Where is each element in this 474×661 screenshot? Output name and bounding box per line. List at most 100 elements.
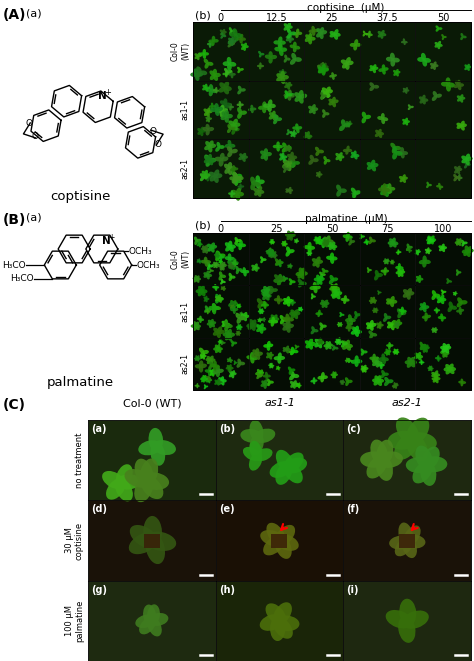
Ellipse shape (315, 151, 319, 156)
Ellipse shape (456, 301, 463, 307)
Ellipse shape (259, 308, 262, 312)
Ellipse shape (461, 379, 464, 383)
Ellipse shape (265, 295, 270, 301)
Ellipse shape (435, 378, 438, 383)
Ellipse shape (410, 360, 417, 365)
Ellipse shape (292, 383, 296, 389)
Ellipse shape (292, 350, 299, 353)
Ellipse shape (203, 375, 207, 379)
Ellipse shape (410, 106, 414, 108)
Ellipse shape (321, 239, 327, 244)
Ellipse shape (383, 117, 388, 121)
Ellipse shape (318, 313, 320, 317)
Ellipse shape (197, 128, 202, 132)
Ellipse shape (203, 272, 209, 276)
Ellipse shape (218, 380, 223, 385)
Ellipse shape (322, 95, 327, 97)
Ellipse shape (288, 351, 292, 353)
Ellipse shape (385, 348, 389, 353)
Ellipse shape (200, 71, 207, 75)
Ellipse shape (255, 371, 261, 375)
Ellipse shape (321, 273, 326, 276)
Ellipse shape (319, 67, 324, 71)
Ellipse shape (278, 356, 285, 360)
Ellipse shape (230, 305, 233, 307)
Bar (193, 139, 248, 198)
Ellipse shape (286, 235, 292, 240)
Ellipse shape (223, 31, 227, 34)
Ellipse shape (350, 155, 355, 158)
Ellipse shape (333, 286, 340, 290)
Text: palmatine: palmatine (46, 376, 114, 389)
Ellipse shape (274, 615, 300, 631)
Ellipse shape (295, 33, 299, 38)
Ellipse shape (348, 120, 351, 124)
Ellipse shape (209, 105, 213, 108)
Ellipse shape (314, 278, 320, 282)
Text: +: + (109, 233, 115, 241)
Ellipse shape (196, 66, 202, 73)
Ellipse shape (463, 241, 468, 245)
Ellipse shape (255, 352, 263, 356)
Ellipse shape (208, 320, 212, 325)
Ellipse shape (349, 319, 353, 325)
Ellipse shape (312, 158, 319, 162)
Ellipse shape (140, 459, 158, 486)
Ellipse shape (205, 87, 212, 92)
Ellipse shape (201, 289, 208, 293)
Ellipse shape (286, 36, 290, 40)
Ellipse shape (274, 277, 279, 283)
Ellipse shape (232, 303, 236, 309)
Ellipse shape (295, 272, 303, 276)
Ellipse shape (228, 162, 232, 169)
Ellipse shape (312, 260, 319, 266)
Ellipse shape (261, 53, 264, 56)
Ellipse shape (353, 44, 357, 50)
Ellipse shape (228, 303, 234, 306)
Ellipse shape (269, 254, 274, 256)
Ellipse shape (331, 245, 336, 251)
Ellipse shape (329, 279, 334, 284)
Ellipse shape (214, 381, 218, 385)
Ellipse shape (293, 380, 297, 385)
Ellipse shape (398, 263, 401, 268)
Ellipse shape (342, 344, 348, 350)
Ellipse shape (229, 103, 232, 107)
Ellipse shape (315, 338, 320, 344)
Ellipse shape (278, 43, 283, 50)
Ellipse shape (393, 351, 397, 355)
Ellipse shape (218, 298, 222, 303)
Ellipse shape (339, 125, 345, 131)
Ellipse shape (287, 266, 291, 268)
Ellipse shape (236, 305, 239, 307)
Ellipse shape (209, 362, 212, 366)
Ellipse shape (143, 605, 156, 625)
Ellipse shape (207, 311, 210, 313)
Ellipse shape (271, 55, 277, 59)
Ellipse shape (269, 354, 274, 357)
Ellipse shape (202, 49, 206, 54)
Ellipse shape (311, 293, 313, 297)
Ellipse shape (289, 281, 292, 286)
Ellipse shape (432, 290, 437, 296)
Ellipse shape (210, 108, 217, 112)
Ellipse shape (269, 286, 274, 292)
Ellipse shape (323, 344, 329, 348)
Ellipse shape (277, 279, 281, 286)
Ellipse shape (284, 23, 288, 28)
Ellipse shape (333, 284, 337, 290)
Ellipse shape (333, 287, 337, 293)
Ellipse shape (195, 74, 200, 81)
Ellipse shape (221, 262, 226, 267)
Ellipse shape (232, 302, 238, 305)
Ellipse shape (228, 41, 232, 44)
Ellipse shape (346, 236, 349, 242)
Ellipse shape (230, 127, 236, 130)
Ellipse shape (381, 118, 385, 124)
Ellipse shape (351, 192, 356, 195)
Ellipse shape (389, 239, 394, 244)
Ellipse shape (396, 324, 400, 326)
Text: 50: 50 (326, 224, 338, 234)
Ellipse shape (274, 274, 279, 280)
Ellipse shape (298, 309, 301, 311)
